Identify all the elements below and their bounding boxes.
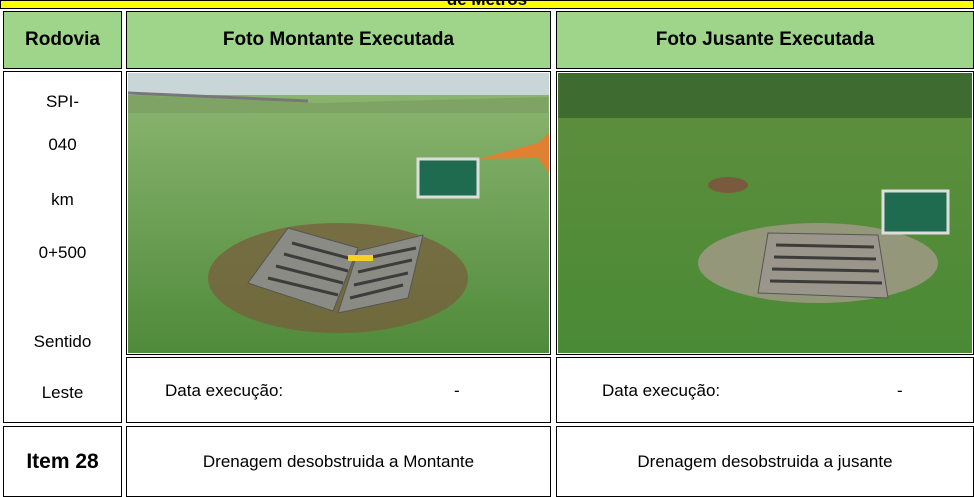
photo-cell [556, 71, 974, 355]
date-value: - [454, 381, 460, 400]
location-text: Leste [41, 383, 84, 402]
header-cell: Foto Montante Executada [126, 11, 551, 69]
location-text: km [51, 190, 74, 209]
description-cell: Drenagem desobstruida a jusante [556, 426, 974, 497]
location-cell: SPI- 040 km 0+500 Sentido Leste [3, 71, 122, 423]
item-cell: Item 28 [3, 426, 122, 497]
header-cell: Foto Jusante Executada [556, 11, 974, 69]
location-text: 0+500 [38, 243, 87, 262]
date-cell: Data execução: - [126, 357, 551, 423]
header-text: Foto Montante Executada [222, 29, 455, 50]
banner: de Metros [0, 0, 974, 9]
description-text: Drenagem desobstruida a jusante [637, 451, 893, 471]
photo-cell [126, 71, 551, 355]
photo-jusante [558, 73, 972, 353]
date-label: Data execução: [602, 381, 721, 400]
location-text: 040 [48, 135, 77, 154]
banner-title: de Metros [1, 1, 973, 8]
header-cell: Rodovia [3, 11, 122, 69]
header-text: Rodovia [25, 29, 100, 50]
item-text: Item 28 [26, 449, 99, 473]
location-text: Sentido [33, 332, 92, 351]
location-text: SPI- [45, 92, 80, 111]
date-label: Data execução: [165, 381, 284, 400]
description-cell: Drenagem desobstruida a Montante [126, 426, 551, 497]
date-cell: Data execução: - [556, 357, 974, 423]
date-value: - [897, 381, 903, 400]
description-text: Drenagem desobstruida a Montante [202, 451, 475, 471]
header-text: Foto Jusante Executada [655, 29, 875, 50]
photo-montante [128, 73, 549, 353]
